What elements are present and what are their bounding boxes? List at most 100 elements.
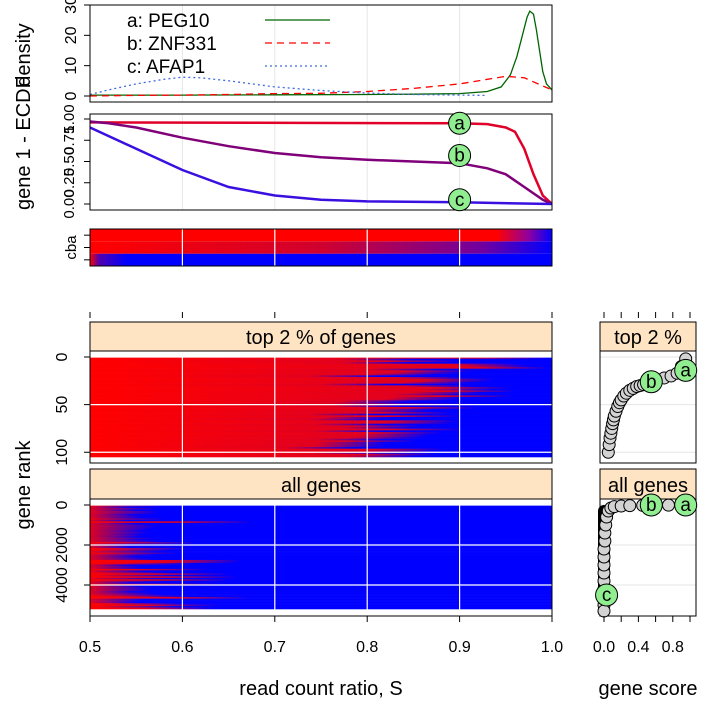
rank-band bbox=[90, 549, 552, 552]
rank-band bbox=[90, 519, 552, 522]
rank-band bbox=[90, 388, 552, 391]
ecdf-label-text: 1 - ECDF bbox=[13, 76, 35, 159]
score-top-points: ba bbox=[601, 352, 698, 459]
rank-band bbox=[90, 418, 552, 421]
rank-band bbox=[90, 568, 552, 571]
ecdf-ytick-label: 0.75 bbox=[61, 126, 78, 155]
score-all-points: b a c bbox=[595, 493, 698, 618]
ecdf-series-marker-label: c bbox=[455, 190, 465, 211]
score-all-marker-label: a bbox=[680, 495, 691, 516]
rank-band bbox=[90, 357, 552, 359]
score-all-marker bbox=[674, 493, 698, 517]
density-ytick-label: 0 bbox=[63, 91, 80, 100]
side-xtick-label: 0.8 bbox=[662, 639, 684, 656]
score-top-marker bbox=[639, 370, 663, 394]
rank-band bbox=[90, 453, 552, 456]
rank-band bbox=[90, 428, 552, 431]
rank-band bbox=[90, 437, 552, 439]
rank-band bbox=[90, 525, 552, 528]
rank-band bbox=[90, 390, 552, 393]
rank-band bbox=[90, 455, 552, 458]
rank-band bbox=[90, 382, 552, 384]
rank-band bbox=[90, 554, 552, 556]
ecdf-series-line bbox=[90, 126, 552, 206]
rank-band bbox=[90, 420, 552, 423]
side-xlabel: gene score bbox=[599, 678, 698, 700]
rank-band bbox=[90, 516, 552, 519]
strip-all-genes bbox=[89, 468, 553, 500]
rank-band bbox=[90, 433, 552, 436]
rank-band bbox=[90, 397, 552, 399]
score-all-point bbox=[662, 498, 675, 512]
score-all-marker bbox=[595, 583, 619, 607]
rank-top-ytick-label: 0 bbox=[54, 352, 71, 361]
heatmap-ytick-labels: cba bbox=[63, 235, 80, 260]
rank-band bbox=[90, 375, 552, 378]
rank-band bbox=[90, 415, 552, 418]
rank-band bbox=[90, 405, 552, 408]
density-panel-frame bbox=[89, 4, 553, 103]
rank-band bbox=[90, 440, 552, 443]
density-series-line bbox=[90, 75, 552, 97]
rank-band bbox=[90, 417, 552, 419]
density-ytick-label: 20 bbox=[63, 26, 80, 44]
rank-band bbox=[90, 552, 552, 555]
rank-all-ytick-label: 4000 bbox=[54, 567, 71, 603]
rank-band bbox=[90, 448, 552, 451]
density-ytick-label: 30 bbox=[63, 0, 80, 14]
rank-band bbox=[90, 588, 552, 590]
side-x-axis: 0.0 0.4 0.8 bbox=[593, 312, 691, 656]
rank-band bbox=[90, 395, 552, 398]
rank-band bbox=[90, 387, 552, 389]
gene-heatmap-y-axis: cba bbox=[63, 234, 90, 261]
rank-band bbox=[90, 432, 552, 434]
ecdf-ytick-label: 0.25 bbox=[61, 168, 78, 197]
score-all-marker-label: c bbox=[602, 585, 612, 606]
ecdf-series-line bbox=[90, 121, 552, 205]
rank-band bbox=[90, 539, 552, 541]
density-ylabel: density bbox=[13, 23, 35, 86]
strip-top-genes bbox=[89, 321, 553, 352]
rank-band bbox=[90, 362, 552, 364]
rank-band bbox=[90, 540, 552, 543]
rank-band bbox=[90, 368, 552, 371]
rank-band bbox=[90, 542, 552, 544]
rank-band bbox=[90, 447, 552, 449]
rank-all-ytick-label: 2000 bbox=[54, 527, 71, 563]
legend-entry-label: a: PEG10 bbox=[127, 11, 209, 32]
score-top-frame bbox=[599, 350, 697, 464]
heatmap-row-a bbox=[90, 229, 552, 242]
rank-band bbox=[90, 363, 552, 366]
density-y-axis: 0 10 20 30 bbox=[63, 0, 90, 100]
rank-band bbox=[90, 367, 552, 369]
legend-entry-label: c: AFAP1 bbox=[127, 57, 205, 78]
rank-all-ytick-label: 0 bbox=[54, 500, 71, 509]
rank-band bbox=[90, 586, 552, 589]
rank-band bbox=[90, 570, 552, 573]
rank-band bbox=[90, 537, 552, 540]
main-xtick-label: 1.0 bbox=[541, 639, 563, 656]
rank-band bbox=[90, 505, 552, 507]
rank-band bbox=[90, 528, 552, 531]
score-all-grid bbox=[600, 504, 696, 586]
rank-band bbox=[90, 561, 552, 564]
rank-band bbox=[90, 509, 552, 512]
rank-band bbox=[90, 507, 552, 510]
rank-band bbox=[90, 385, 552, 388]
rank-band bbox=[90, 565, 552, 568]
rank-band bbox=[90, 452, 552, 454]
rank-band bbox=[90, 545, 552, 547]
rank-band bbox=[90, 372, 552, 374]
ecdf-labels: ab c bbox=[448, 111, 472, 212]
ecdf-series-marker bbox=[448, 111, 472, 135]
strip-all-genes-label: all genes bbox=[281, 475, 361, 497]
ecdf-series-marker-label: a bbox=[454, 113, 465, 134]
rank-band bbox=[90, 576, 552, 579]
rank-band bbox=[90, 606, 552, 608]
main-xtick-label: 0.6 bbox=[171, 639, 193, 656]
rank-band bbox=[90, 407, 552, 409]
rank-band bbox=[90, 380, 552, 383]
rank-band bbox=[90, 413, 552, 416]
rank-band bbox=[90, 435, 552, 438]
